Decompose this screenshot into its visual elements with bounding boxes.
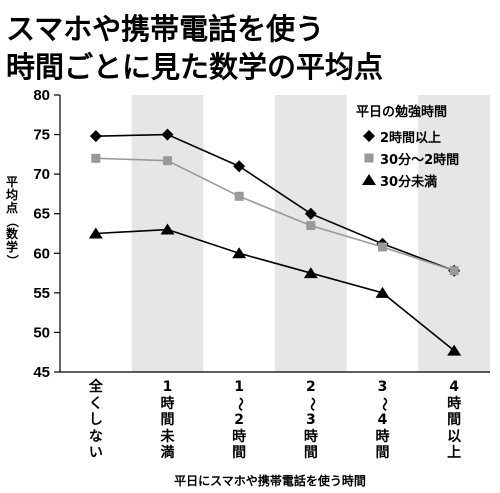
x-axis-label: 平日にスマホや携帯電話を使う時間	[174, 474, 366, 488]
data-point-diamond	[89, 130, 102, 143]
legend-item-label: 2時間以上	[380, 131, 442, 146]
x-tick-label: 1 〜 2 時間	[231, 379, 248, 461]
data-point-triangle	[447, 344, 462, 356]
legend-item-label: 30分未満	[380, 175, 438, 190]
shaded-column	[418, 95, 490, 372]
chart-title-line2: 時間ごとに見た数学の平均点	[6, 50, 384, 84]
data-point-square	[449, 266, 459, 276]
y-tick-label: 55	[33, 285, 50, 302]
y-axis-label: 平均点（数学）	[5, 175, 20, 267]
data-point-triangle	[232, 247, 247, 259]
data-point-triangle	[375, 286, 390, 298]
series-line	[95, 133, 455, 272]
data-point-square	[378, 242, 387, 252]
data-point-diamond	[161, 128, 174, 141]
series-lines	[95, 133, 455, 352]
series-line	[95, 157, 455, 272]
data-point-triangle	[160, 223, 175, 235]
y-tick-label: 70	[33, 166, 50, 183]
x-tick-label: 3 〜 4 時間	[374, 379, 391, 461]
data-point-diamond	[304, 207, 317, 220]
data-point-square	[306, 221, 316, 231]
x-tick-label: 全くしない	[88, 379, 103, 461]
y-axis-ticks: 45 50 55 60 65 70 75 80	[33, 87, 60, 381]
y-tick-label: 45	[33, 364, 50, 381]
data-point-diamond	[363, 130, 375, 142]
legend-title: 平日の勉強時間	[356, 105, 448, 120]
chart-title-line1: スマホや携帯電話を使う	[6, 12, 325, 46]
x-tick-label: 2 〜 3 時間	[303, 379, 320, 461]
data-point-square	[163, 156, 172, 166]
y-tick-label: 80	[33, 87, 50, 104]
data-point-square	[91, 153, 101, 163]
series-markers	[88, 128, 462, 356]
data-point-square	[234, 191, 244, 201]
data-point-diamond	[233, 160, 246, 173]
y-tick-label: 75	[33, 127, 50, 144]
data-point-square	[364, 153, 374, 163]
y-tick-label: 60	[33, 245, 50, 262]
y-tick-label: 50	[33, 324, 50, 341]
data-point-triangle	[362, 174, 376, 185]
y-tick-label: 65	[33, 206, 50, 223]
series-line	[95, 228, 455, 352]
data-point-triangle	[88, 227, 103, 239]
legend-item-label: 30分〜2時間	[380, 153, 460, 168]
legend-markers	[362, 130, 376, 185]
data-point-triangle	[303, 267, 318, 279]
